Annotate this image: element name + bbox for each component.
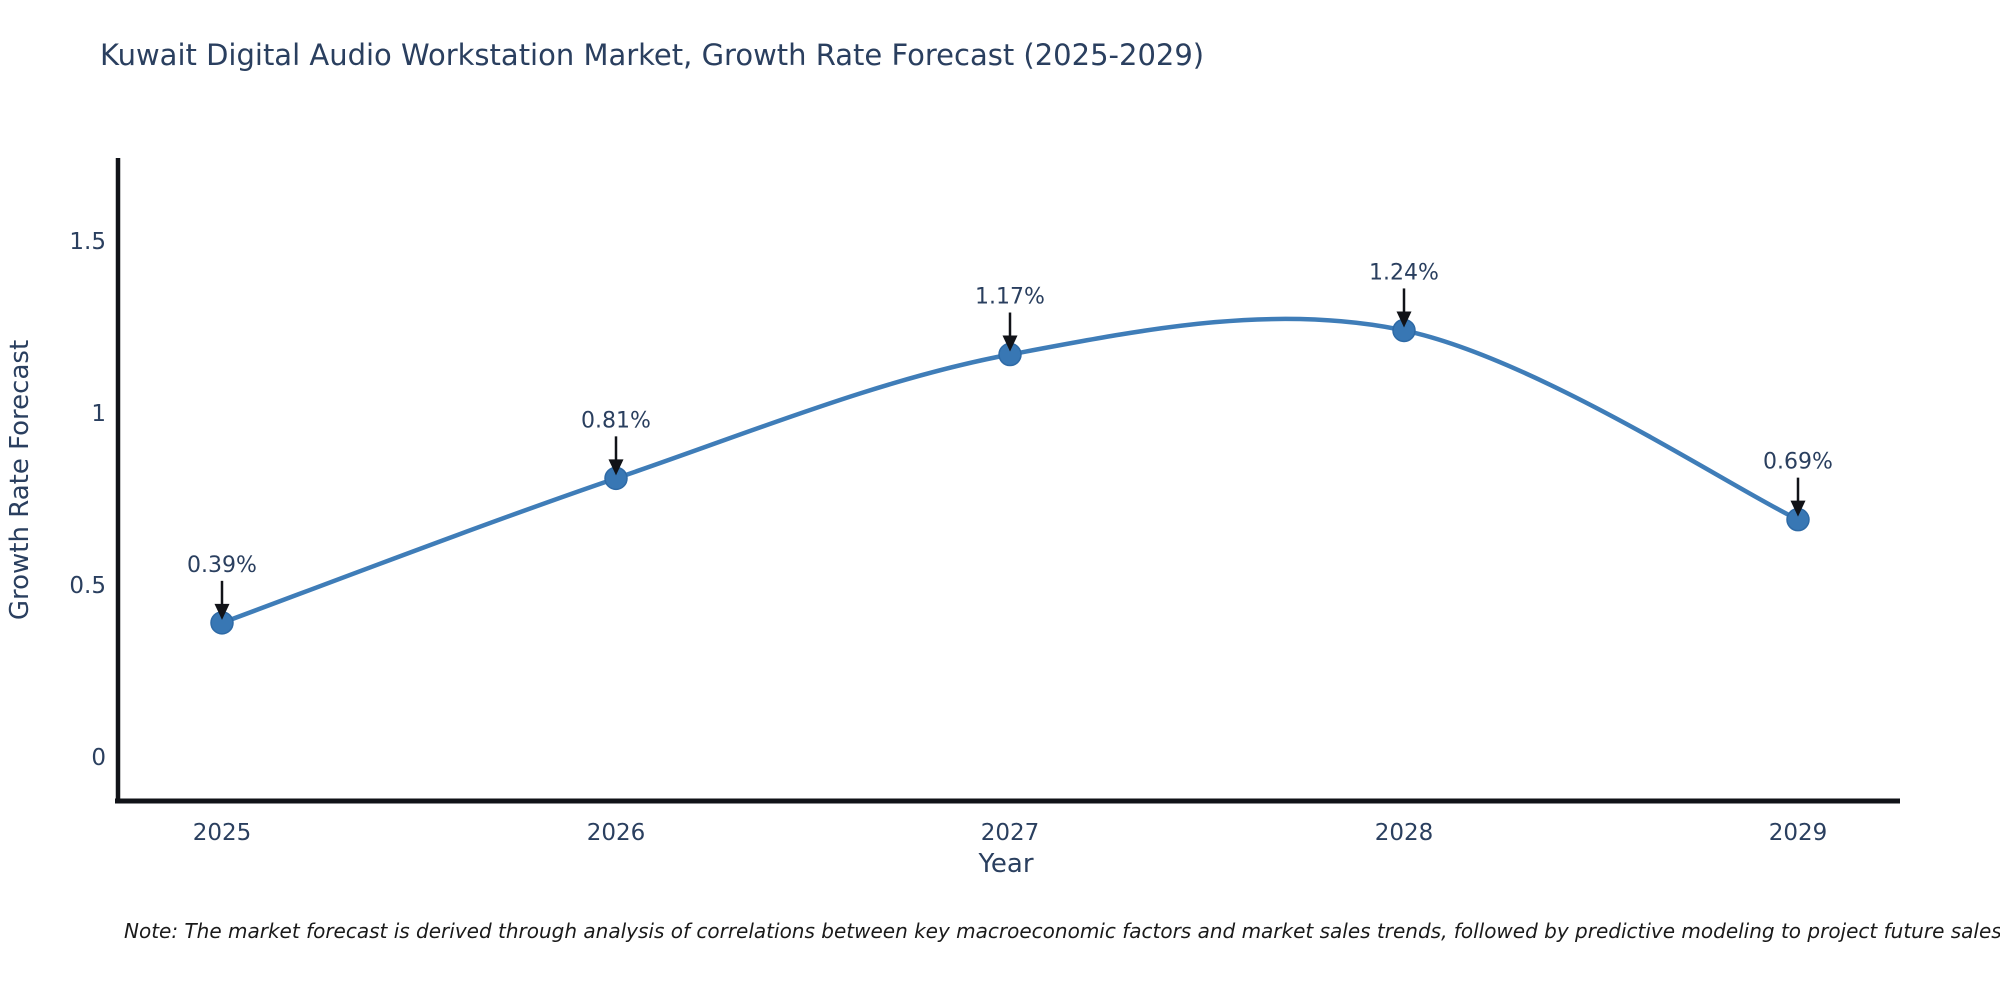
x-tick-label: 2029 — [1769, 820, 1828, 846]
data-label: 0.69% — [1763, 450, 1833, 475]
annotation-arrowhead — [1396, 311, 1412, 328]
x-tick-label: 2028 — [1375, 820, 1434, 846]
x-axis-title: Year — [977, 849, 1033, 879]
annotation-arrowhead — [1790, 500, 1806, 517]
data-label: 0.81% — [581, 408, 651, 433]
annotation-arrowhead — [1002, 335, 1018, 352]
y-axis-title: Growth Rate Forecast — [5, 340, 35, 620]
data-annotations: 0.39% 0.81% 1.17% 1.24% 0.69% — [187, 260, 1833, 620]
y-tick-label: 1.5 — [69, 229, 106, 255]
footnote: Note: The market forecast is derived thr… — [124, 919, 2000, 943]
y-tick-label: 0 — [91, 745, 106, 771]
data-label: 1.24% — [1369, 260, 1439, 285]
forecast-series[interactable] — [210, 316, 1810, 635]
annotation-arrowhead — [214, 603, 230, 620]
y-tick-label: 0.5 — [69, 573, 106, 599]
y-tick-label: 1 — [91, 401, 106, 427]
x-tick-label: 2027 — [981, 820, 1040, 846]
chart-title: Kuwait Digital Audio Workstation Market,… — [100, 38, 1205, 72]
axes — [115, 158, 1900, 804]
annotation-arrowhead — [608, 459, 624, 476]
x-tick-label: 2026 — [587, 820, 646, 846]
x-tick-label: 2025 — [193, 820, 252, 846]
data-label: 1.17% — [975, 285, 1045, 310]
data-label: 0.39% — [187, 553, 257, 578]
tick-labels: 0 0.5 1 1.5 2025 2026 2027 2028 2029 — [69, 229, 1827, 846]
